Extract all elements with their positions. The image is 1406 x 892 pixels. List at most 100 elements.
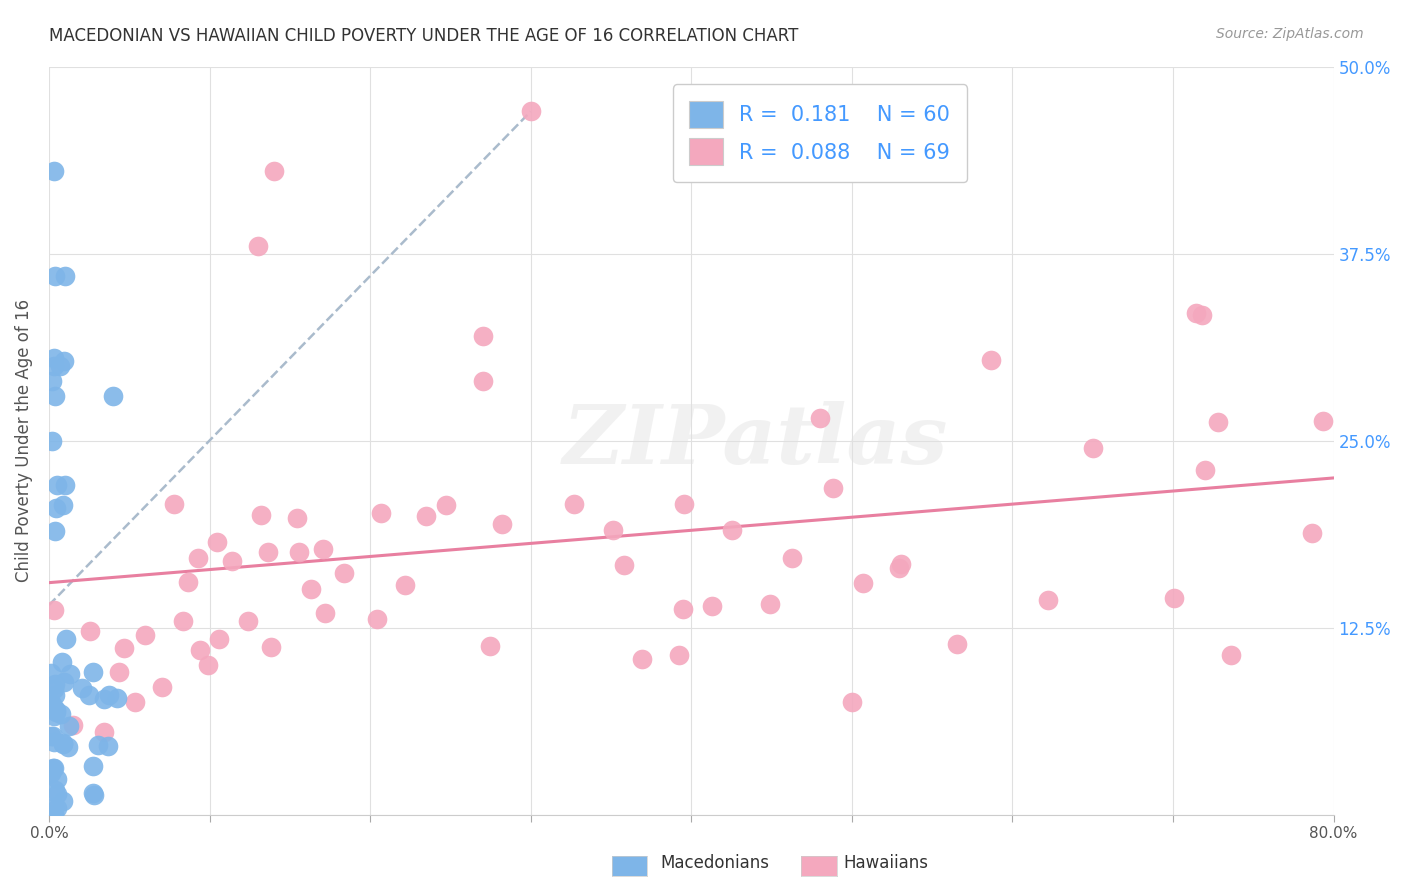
Point	[42, 681, 65, 696]
Point	[41, 434, 63, 448]
Point	[471, 329, 494, 343]
Point	[45, 703, 67, 717]
Point	[613, 558, 636, 572]
Point	[256, 545, 278, 559]
Point	[333, 566, 356, 580]
Point	[208, 632, 231, 646]
Point	[134, 628, 156, 642]
Point	[42, 359, 65, 373]
Point	[77, 689, 100, 703]
Point	[478, 639, 501, 653]
Point	[51, 706, 73, 721]
Point	[1220, 648, 1243, 663]
Point	[44, 676, 66, 690]
Point	[42, 799, 65, 814]
Point	[980, 353, 1002, 368]
Point	[630, 651, 652, 665]
Point	[890, 557, 912, 571]
Point	[1312, 414, 1334, 428]
Point	[44, 689, 66, 703]
Text: ZIPatlas: ZIPatlas	[562, 401, 948, 481]
Point	[44, 782, 66, 797]
Point	[602, 523, 624, 537]
Point	[41, 374, 63, 388]
Point	[889, 560, 911, 574]
Point	[519, 104, 541, 119]
Point	[246, 239, 269, 253]
Point	[1194, 463, 1216, 477]
Point	[45, 706, 67, 720]
Point	[52, 498, 75, 512]
Text: Hawaiians: Hawaiians	[844, 855, 928, 872]
Point	[172, 614, 194, 628]
Point	[42, 701, 65, 715]
Point	[42, 351, 65, 365]
Text: Macedonians: Macedonians	[661, 855, 770, 872]
Point	[112, 641, 135, 656]
Point	[700, 599, 723, 613]
Point	[42, 761, 65, 775]
Text: MACEDONIAN VS HAWAIIAN CHILD POVERTY UNDER THE AGE OF 16 CORRELATION CHART: MACEDONIAN VS HAWAIIAN CHILD POVERTY UND…	[49, 27, 799, 45]
Point	[39, 666, 62, 681]
Point	[1191, 308, 1213, 322]
Point	[44, 389, 66, 403]
Point	[45, 801, 67, 815]
Point	[82, 785, 104, 799]
Point	[285, 511, 308, 525]
Point	[1036, 593, 1059, 607]
Point	[82, 759, 104, 773]
Point	[852, 575, 875, 590]
Point	[46, 478, 69, 492]
Point	[42, 709, 65, 723]
Point	[41, 730, 63, 744]
Point	[49, 359, 72, 373]
Point	[841, 695, 863, 709]
Point	[59, 667, 82, 681]
Point	[821, 481, 844, 495]
Point	[314, 606, 336, 620]
Point	[83, 788, 105, 802]
Point	[87, 738, 110, 752]
Point	[299, 582, 322, 597]
Point	[1184, 305, 1206, 319]
Point	[44, 807, 66, 822]
Point	[946, 637, 969, 651]
Point	[562, 497, 585, 511]
Point	[415, 509, 437, 524]
Point	[51, 655, 73, 669]
Point	[52, 736, 75, 750]
Point	[221, 554, 243, 568]
Point	[238, 615, 260, 629]
Point	[758, 598, 780, 612]
Point	[45, 772, 67, 787]
Point	[260, 640, 283, 654]
Point	[1081, 441, 1104, 455]
Point	[1163, 591, 1185, 606]
Point	[187, 550, 209, 565]
Point	[79, 624, 101, 639]
Point	[366, 611, 388, 625]
Point	[312, 541, 335, 556]
Point	[1301, 526, 1323, 541]
Y-axis label: Child Poverty Under the Age of 16: Child Poverty Under the Age of 16	[15, 299, 32, 582]
Point	[45, 500, 67, 515]
Point	[58, 719, 80, 733]
Point	[250, 508, 273, 522]
Point	[93, 725, 115, 739]
Point	[39, 700, 62, 714]
Point	[671, 602, 693, 616]
Legend: R =  0.181    N = 60, R =  0.088    N = 69: R = 0.181 N = 60, R = 0.088 N = 69	[672, 85, 967, 182]
Point	[56, 740, 79, 755]
Point	[434, 498, 457, 512]
Point	[53, 478, 76, 492]
Point	[41, 763, 63, 777]
Point	[673, 498, 696, 512]
Point	[287, 545, 309, 559]
Point	[97, 739, 120, 753]
Point	[44, 268, 66, 283]
Text: Source: ZipAtlas.com: Source: ZipAtlas.com	[1216, 27, 1364, 41]
Point	[370, 506, 392, 520]
Point	[205, 535, 228, 549]
Point	[105, 691, 128, 706]
Point	[103, 389, 125, 403]
